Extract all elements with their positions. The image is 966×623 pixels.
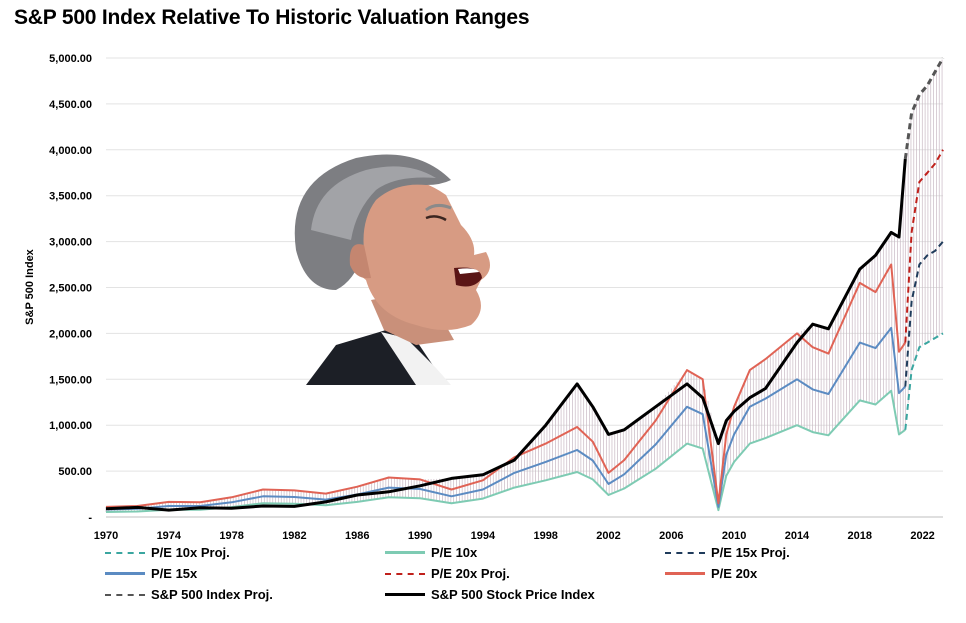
x-tick-label: 2010 (722, 530, 746, 542)
series-line-p-e-20x (105, 263, 907, 508)
y-tick-label: 2,000.00 (49, 328, 92, 340)
legend-item: S&P 500 Stock Price Index (385, 587, 595, 602)
legend-swatch (385, 572, 425, 575)
legend-item: P/E 20x Proj. (385, 566, 510, 581)
legend-label: P/E 10x Proj. (151, 545, 230, 560)
x-tick-label: 1994 (471, 530, 496, 542)
y-tick-label: 1,500.00 (49, 374, 92, 386)
legend-label: P/E 10x (431, 545, 478, 560)
y-tick-label: 4,500.00 (49, 99, 92, 111)
legend-item: P/E 15x Proj. (665, 545, 790, 560)
x-tick-label: 1974 (157, 530, 182, 542)
legend-label: S&P 500 Stock Price Index (431, 587, 595, 602)
x-tick-label: 1970 (94, 530, 118, 542)
legend-swatch (105, 551, 145, 554)
projection-line-p-e-10x-proj- (904, 332, 944, 430)
y-tick-label: 3,000.00 (49, 237, 92, 249)
legend-label: S&P 500 Index Proj. (151, 587, 273, 602)
y-tick-label: 500.00 (58, 466, 92, 478)
y-axis-label: S&P 500 Index (24, 248, 36, 324)
laughing-man-image (294, 154, 490, 385)
legend-label: P/E 20x Proj. (431, 566, 510, 581)
legend-swatch (105, 572, 145, 575)
series-line-p-e-10x (105, 389, 906, 513)
projection-line-p-e-15x-proj- (904, 240, 944, 387)
legend-label: P/E 20x (711, 566, 758, 581)
series-line-p-e-15x (105, 326, 907, 511)
projection-line-s-p-500-index-proj- (903, 57, 945, 160)
x-tick-label: 2002 (596, 530, 620, 542)
x-tick-label: 2014 (785, 530, 810, 542)
x-tick-label: 1982 (282, 530, 306, 542)
x-tick-label: 2006 (659, 530, 683, 542)
y-tick-label: 1,000.00 (49, 420, 92, 432)
y-tick-label: 4,000.00 (49, 145, 92, 157)
legend-swatch (385, 551, 425, 554)
legend-swatch (665, 572, 705, 575)
legend-swatch (665, 551, 705, 554)
legend-swatch (105, 593, 145, 596)
legend-item: P/E 15x (105, 566, 197, 581)
chart-legend: P/E 10x Proj. P/E 10x P/E 15x Proj. P/E 15x… (105, 545, 955, 615)
projection-line-p-e-20x-proj- (904, 149, 944, 343)
x-tick-label: 1990 (408, 530, 432, 542)
chart-title: S&P 500 Index Relative To Historic Valua… (14, 6, 530, 29)
legend-label: P/E 15x (151, 566, 198, 581)
x-tick-label: 2022 (910, 530, 934, 542)
legend-item: P/E 20x (665, 566, 757, 581)
legend-item: P/E 10x (385, 545, 477, 560)
legend-item: S&P 500 Index Proj. (105, 587, 273, 602)
person-photo (276, 140, 506, 385)
x-tick-label: 2018 (848, 530, 872, 542)
x-tick-label: 1978 (219, 530, 243, 542)
legend-swatch (385, 593, 425, 596)
y-tick-label: - (88, 512, 92, 524)
y-tick-label: 3,500.00 (49, 191, 92, 203)
x-tick-label: 1986 (345, 530, 369, 542)
legend-label: P/E 15x Proj. (711, 545, 790, 560)
x-tick-label: 1998 (533, 530, 557, 542)
series-line-s-p-500-stock-price-index (105, 158, 907, 512)
legend-item: P/E 10x Proj. (105, 545, 230, 560)
y-tick-label: 5,000.00 (49, 53, 92, 65)
y-tick-label: 2,500.00 (49, 283, 92, 295)
